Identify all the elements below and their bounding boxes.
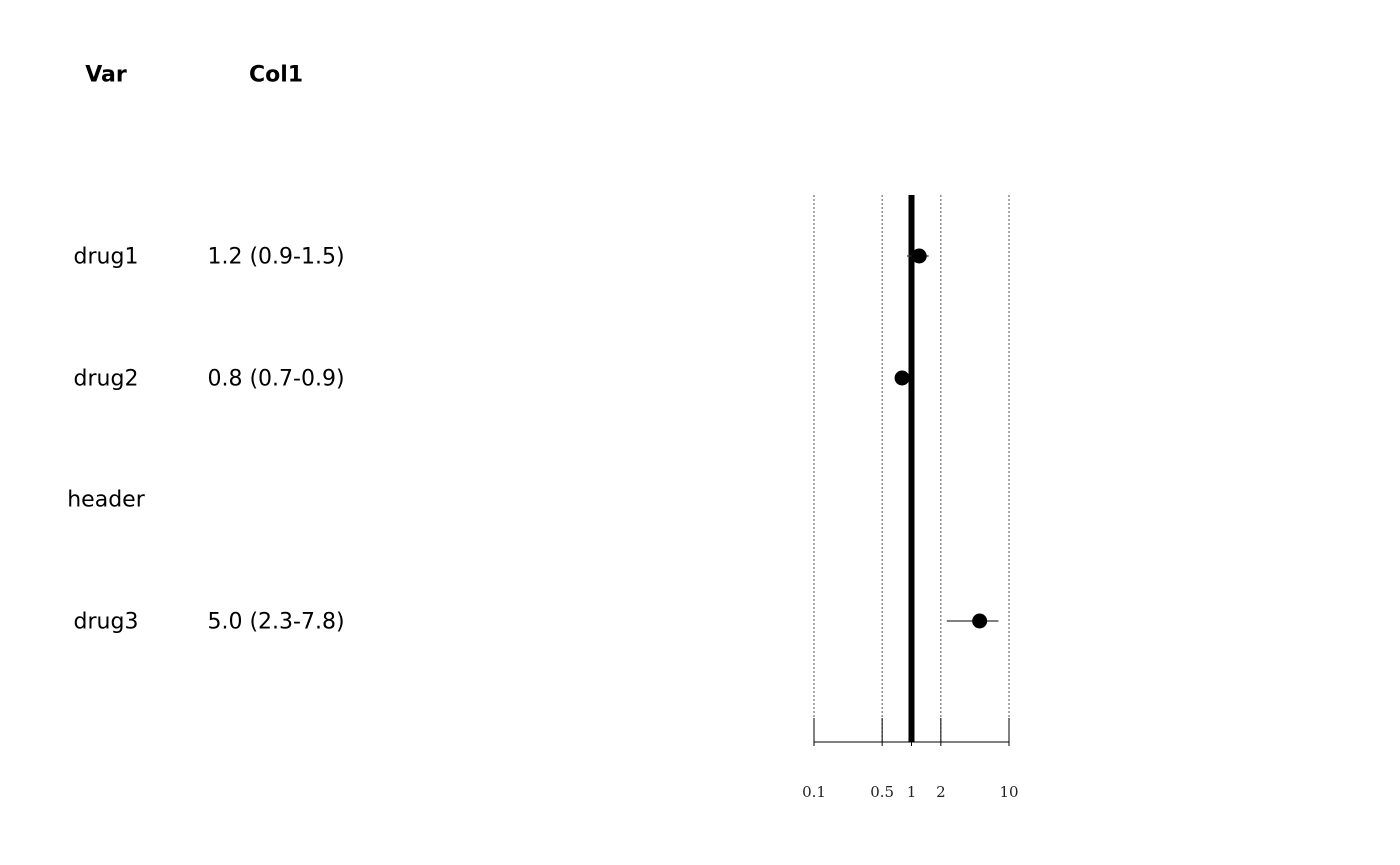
- point-estimate-drug2: [894, 370, 910, 386]
- x-tick-label: 0.5: [870, 783, 894, 801]
- row-label-drug3: drug3: [73, 609, 139, 635]
- point-estimate-drug3: [972, 613, 988, 629]
- row-label-header: header: [67, 487, 145, 513]
- row-value-drug3: 5.0 (2.3-7.8): [207, 609, 345, 635]
- column-header-var: Var: [85, 62, 127, 88]
- x-tick-label: 1: [907, 783, 917, 801]
- x-tick-label: 0.1: [802, 783, 826, 801]
- row-value-drug1: 1.2 (0.9-1.5): [207, 244, 345, 270]
- x-tick-label: 2: [936, 783, 946, 801]
- point-estimate-drug1: [911, 248, 927, 264]
- x-tick-label: 10: [999, 783, 1018, 801]
- column-header-col1: Col1: [248, 62, 304, 88]
- row-label-drug2: drug2: [73, 366, 139, 392]
- row-value-drug2: 0.8 (0.7-0.9): [207, 366, 345, 392]
- row-label-drug1: drug1: [73, 244, 139, 270]
